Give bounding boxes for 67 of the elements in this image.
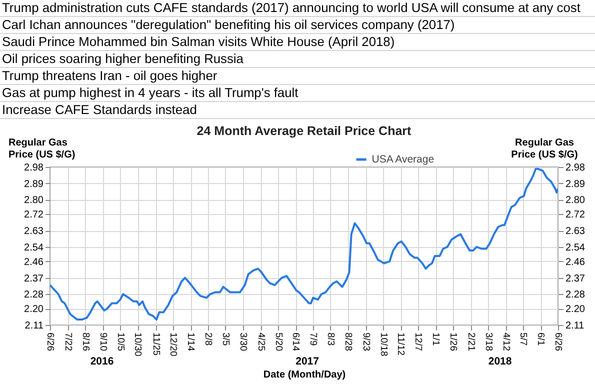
y2-tick-label: 2.28 — [566, 290, 586, 301]
y-tick-label: 2.63 — [24, 226, 44, 238]
y2-tick-label: 2.11 — [566, 320, 585, 332]
x-tick-label: 10/30 — [132, 332, 144, 356]
x-tick-label: 4/12 — [500, 332, 512, 351]
text: Carl Ichan announces "deregulation" benefiting his oil services company (2017) — [0, 17, 595, 34]
y2-tick-label: 2.89 — [566, 178, 586, 190]
y-tick-label: 2.80 — [24, 195, 44, 206]
x-tick-label: 7/22 — [62, 332, 74, 351]
x-tick-label: 6/26 — [552, 332, 564, 351]
text: Increase CAFE Standards instead — [0, 102, 595, 119]
x-tick-label: 6/14 — [290, 332, 302, 351]
x-tick-label: 10/18 — [378, 332, 389, 356]
x-tick-label: 8/16 — [80, 332, 91, 351]
x-tick-label: 7/9 — [308, 332, 319, 346]
y-tick-label: 2.37 — [24, 273, 44, 284]
x-tick-label: 12/20 — [168, 332, 179, 356]
x-tick-label: 9/10 — [97, 332, 108, 351]
y-tick-label: 2.20 — [24, 304, 44, 316]
y-tick-label: 2.54 — [24, 242, 44, 254]
text: Gas at pump highest in 4 years - its all Trump's fault — [0, 85, 595, 102]
y2-tick-label: 2.80 — [566, 195, 586, 206]
x-tick-label: 6/1 — [535, 332, 546, 346]
y-tick-label: 2.72 — [24, 210, 44, 221]
x-tick-label: 1/26 — [447, 332, 458, 351]
x2-tick-label: 2016 — [90, 356, 114, 368]
x-tick-label: 3/18 — [482, 332, 494, 351]
y2-tick-label: 2.98 — [566, 162, 586, 174]
x-tick-label: 5/7 — [518, 332, 529, 346]
text: Trump administration cuts CAFE standards (2017) announcing to world USA will consume at any cost — [0, 0, 595, 17]
x-tick-label: 4/25 — [255, 332, 266, 351]
x-tick-label: 3/5 — [220, 332, 231, 346]
y-tick-label: 2.89 — [24, 178, 44, 190]
x2-tick-label: 2018 — [488, 356, 512, 368]
x-tick-label: 9/23 — [360, 332, 372, 351]
x-tick-label: 1/1 — [430, 332, 442, 346]
x-tick-label: 5/20 — [272, 332, 284, 351]
y2-tick-label: 2.20 — [566, 304, 586, 316]
y-axis-title: Regular Gas Price (US $/G) — [8, 138, 76, 160]
x-tick-label: 3/30 — [237, 332, 248, 351]
text: Saudi Prince Mohammed bin Salman visits White House (April 2018) — [0, 34, 595, 51]
x-tick-label: 2/8 — [202, 332, 214, 346]
y2-tick-label: 2.46 — [566, 256, 586, 268]
x2-tick-label: 2017 — [296, 356, 320, 368]
y-tick-label: 2.11 — [24, 320, 44, 332]
x-tick-label: 12/7 — [412, 332, 424, 351]
x-tick-label: 8/3 — [324, 332, 336, 346]
y2-tick-label: 2.54 — [566, 242, 586, 254]
x-tick-label: 11/25 — [150, 332, 162, 356]
x-axis-title: Date (Month/Day) — [263, 370, 346, 380]
legend-label: USA Average — [372, 154, 434, 166]
text: Oil prices soaring higher benefiting Russia — [0, 51, 595, 68]
y-tick-label: 2.46 — [24, 256, 44, 268]
x-tick-label: 1/14 — [185, 332, 196, 351]
y-tick-label: 2.98 — [24, 162, 44, 174]
x-tick-label: 11/12 — [395, 332, 406, 356]
x-tick-label: 2/21 — [466, 332, 477, 351]
text: Trump threatens Iran - oil goes higher — [0, 68, 595, 85]
x-tick-label: 8/28 — [342, 332, 354, 351]
y-tick-label: 2.28 — [24, 290, 44, 301]
x-tick-label: 10/5 — [114, 332, 126, 351]
x-tick-label: 6/26 — [44, 332, 56, 351]
y2-tick-label: 2.37 — [566, 273, 586, 284]
y2-tick-label: 2.72 — [566, 210, 586, 221]
y2-axis-title: Regular Gas Price (US $/G) — [511, 138, 578, 160]
y2-tick-label: 2.63 — [566, 226, 586, 238]
chart-title: 24 Month Average Retail Price Chart — [196, 124, 412, 138]
